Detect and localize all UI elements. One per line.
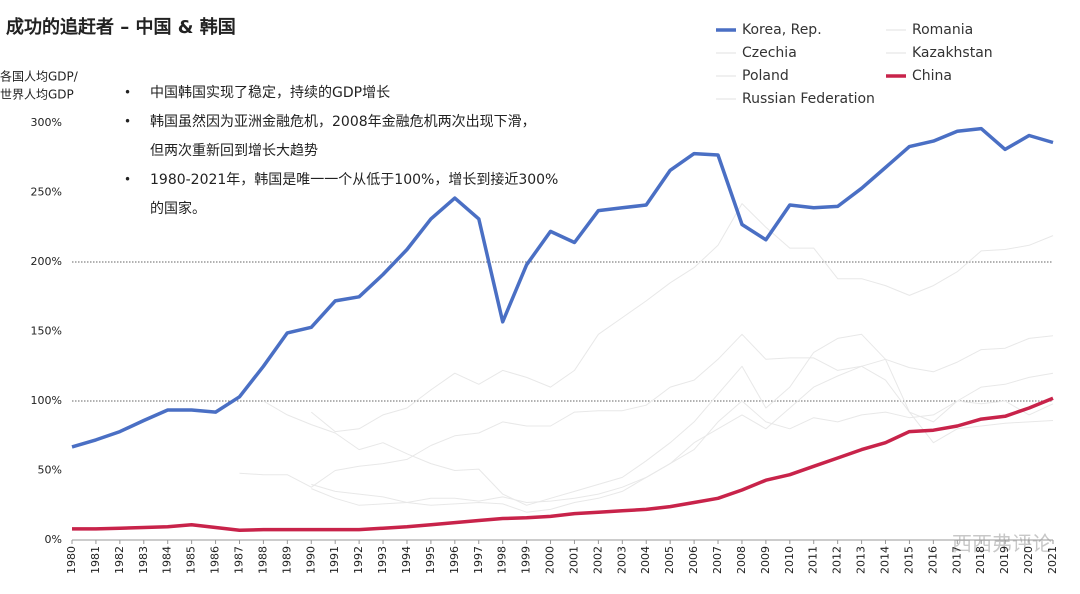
x-tick-label: 1988 xyxy=(256,546,269,574)
x-tick-label: 2009 xyxy=(759,546,772,574)
x-tick-label: 2014 xyxy=(879,546,892,574)
x-tick-label: 1995 xyxy=(424,546,437,574)
x-tick-label: 1985 xyxy=(185,546,198,574)
x-tick-label: 2020 xyxy=(1022,546,1035,574)
x-tick-label: 2019 xyxy=(998,546,1011,574)
x-tick-label: 2016 xyxy=(926,546,939,574)
x-tick-label: 2013 xyxy=(855,546,868,574)
bullet-text: 但两次重新回到增长大趋势 xyxy=(150,143,318,159)
x-tick-label: 2006 xyxy=(687,546,700,574)
x-tick-label: 1992 xyxy=(352,546,365,574)
x-tick-label: 2011 xyxy=(807,546,820,574)
legend-label: Czechia xyxy=(742,45,797,61)
series-line xyxy=(72,396,1054,533)
x-tick-label: 2007 xyxy=(711,546,724,574)
x-tick-label: 2000 xyxy=(544,546,557,574)
x-tick-label: 1990 xyxy=(304,546,317,574)
series-line xyxy=(311,372,1054,506)
legend-label: Poland xyxy=(742,68,789,84)
series-line xyxy=(71,126,1054,449)
x-tick-label: 2017 xyxy=(950,546,963,574)
series-line xyxy=(310,203,1054,433)
legend-label: Romania xyxy=(912,22,973,38)
watermark: 西西弗评论 xyxy=(952,532,1052,556)
x-tick-label: 1984 xyxy=(161,546,174,574)
y-tick-label: 300% xyxy=(31,116,62,129)
x-tick-label: 2003 xyxy=(615,546,628,574)
x-tick-label: 1987 xyxy=(232,546,245,574)
x-tick-label: 2002 xyxy=(591,546,604,574)
legend-label: Russian Federation xyxy=(742,91,875,107)
y-axis-label: 各国人均GDP/ xyxy=(0,69,79,84)
x-tick-label: 1981 xyxy=(89,546,102,574)
x-tick-label: 2010 xyxy=(783,546,796,574)
bullet-text: 中国韩国实现了稳定，持续的GDP增长 xyxy=(150,84,390,101)
x-tick-label: 2015 xyxy=(902,546,915,574)
series-line xyxy=(311,365,1054,513)
legend-label: Korea, Rep. xyxy=(742,22,822,38)
x-tick-label: 1982 xyxy=(113,546,126,574)
x-tick-label: 2018 xyxy=(974,546,987,574)
y-tick-label: 50% xyxy=(38,464,62,477)
x-tick-label: 2021 xyxy=(1046,546,1059,574)
legend-label: Kazakhstan xyxy=(912,45,993,61)
bullet-text: 1980-2021年，韩国是唯一一个从低于100%，增长到接近300% xyxy=(150,171,558,188)
x-tick-label: 1991 xyxy=(328,546,341,574)
y-tick-label: 100% xyxy=(31,394,62,407)
x-tick-label: 2008 xyxy=(735,546,748,574)
x-tick-label: 2012 xyxy=(831,546,844,574)
legend-label: China xyxy=(912,68,952,84)
series-line xyxy=(239,333,1054,488)
x-tick-label: 1997 xyxy=(472,546,485,574)
x-tick-label: 1980 xyxy=(65,546,78,574)
bullet-dot: • xyxy=(124,115,131,129)
x-tick-label: 1986 xyxy=(209,546,222,574)
bullet-dot: • xyxy=(124,173,131,187)
y-tick-label: 0% xyxy=(45,533,62,546)
chart-title: 成功的追赶者 – 中国 & 韩国 xyxy=(6,16,236,38)
x-tick-label: 1996 xyxy=(448,546,461,574)
x-tick-label: 1994 xyxy=(400,546,413,574)
y-tick-label: 150% xyxy=(31,325,62,338)
bullet-text: 韩国虽然因为亚洲金融危机，2008年金融危机两次出现下滑， xyxy=(150,113,536,130)
x-tick-label: 1983 xyxy=(137,546,150,574)
x-tick-label: 1998 xyxy=(496,546,509,574)
bullet-dot: • xyxy=(124,86,131,100)
x-tick-label: 1993 xyxy=(376,546,389,574)
x-tick-label: 2004 xyxy=(639,546,652,574)
series-line xyxy=(263,333,1054,506)
y-tick-label: 200% xyxy=(31,255,62,268)
x-tick-label: 2001 xyxy=(567,546,580,574)
y-axis-label: 世界人均GDP xyxy=(0,88,74,102)
y-tick-label: 250% xyxy=(31,186,62,199)
x-tick-label: 2005 xyxy=(663,546,676,574)
bullet-text: 的国家。 xyxy=(150,200,206,217)
x-tick-label: 1989 xyxy=(280,546,293,574)
x-tick-label: 1999 xyxy=(520,546,533,574)
